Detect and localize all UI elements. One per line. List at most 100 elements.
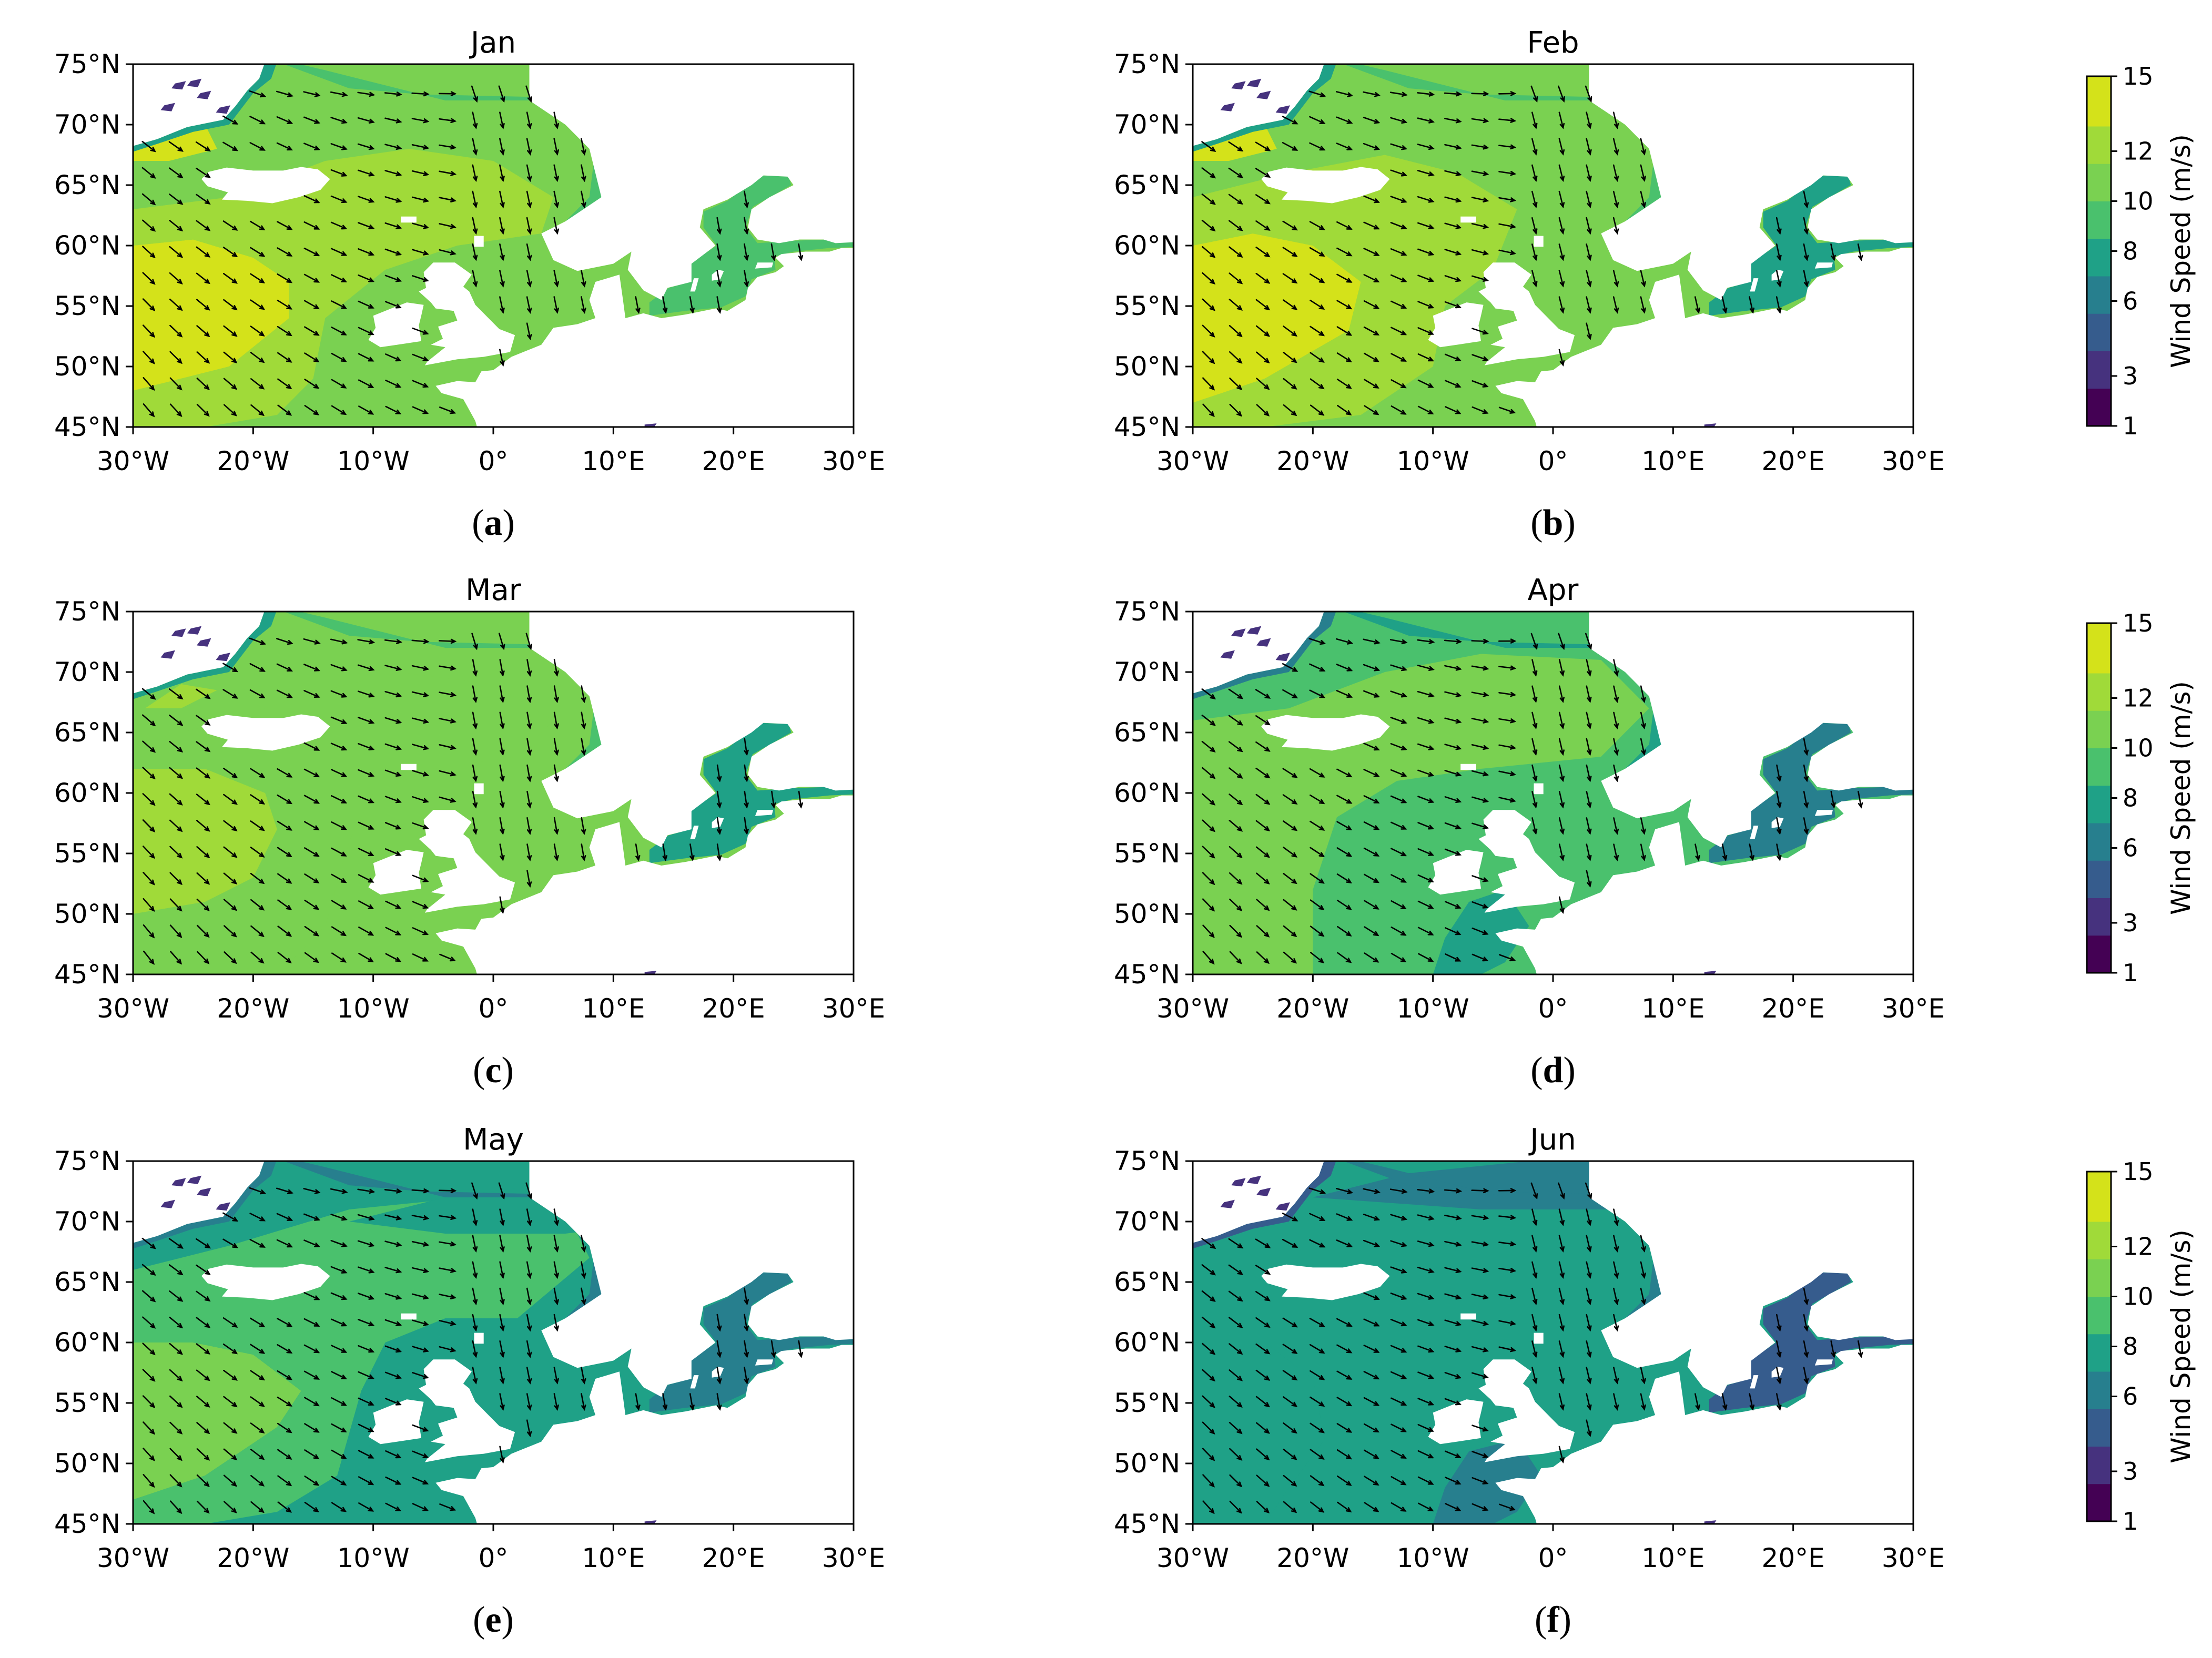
wind-arrow	[1229, 272, 1243, 284]
wind-arrow	[770, 790, 776, 809]
wind-arrow	[526, 243, 532, 261]
wind-arrow	[250, 1370, 266, 1381]
wind-arrow	[499, 1367, 505, 1385]
wind-arrow	[384, 1345, 402, 1353]
land-mass	[1460, 1313, 1476, 1320]
wind-arrow	[412, 901, 429, 909]
wind-arrow	[553, 738, 559, 756]
y-tick-label: 50°N	[1114, 351, 1180, 382]
wind-arrow	[142, 846, 156, 859]
wind-arrow	[143, 1448, 155, 1461]
wind-arrow	[277, 326, 292, 337]
wind-arrow	[412, 1450, 429, 1458]
panel-a: Jan 30°W 20°W 10°W 0° 10°E 20°E 30°E 45°N 50°N 55°…	[54, 26, 885, 543]
wind-arrow	[330, 143, 348, 150]
wind-arrow	[1776, 790, 1782, 809]
wind-arrow	[1640, 270, 1646, 288]
wind-arrow	[1309, 1239, 1326, 1248]
wind-arrow	[195, 141, 211, 152]
wind-arrow	[1391, 379, 1407, 389]
land-mass	[1534, 783, 1544, 795]
wind-arrow	[526, 843, 532, 861]
wind-arrow	[1390, 248, 1407, 256]
wind-arrow	[303, 1188, 321, 1194]
wind-arrow	[250, 768, 266, 778]
wind-arrow	[169, 872, 182, 886]
wind-arrow	[1498, 406, 1516, 414]
wind-arrow	[250, 352, 265, 363]
colorbar-tick-label: 10	[2123, 187, 2154, 216]
wind-arrow	[553, 296, 559, 314]
wind-arrow	[142, 767, 156, 780]
wind-arrow	[1472, 406, 1489, 414]
wind-arrow	[1391, 1502, 1407, 1512]
colorbar-tick-label: 10	[2123, 1283, 2154, 1311]
land-mass	[1750, 826, 1759, 839]
wind-arrow	[1417, 1214, 1435, 1220]
wind-arrow	[384, 639, 402, 644]
wind-arrow	[526, 685, 532, 704]
wind-arrow	[439, 406, 456, 414]
wind-arrow	[1586, 870, 1592, 888]
wind-arrow	[169, 793, 183, 806]
wind-arrow	[1336, 873, 1352, 883]
wind-arrow	[330, 221, 348, 230]
wind-arrow	[223, 404, 237, 416]
wind-arrow	[1558, 1261, 1565, 1279]
contour-zone	[133, 1161, 277, 1249]
wind-arrow	[1417, 717, 1435, 724]
wind-arrow	[223, 325, 238, 337]
wind-arrow	[1558, 896, 1565, 914]
wind-arrow	[1391, 848, 1407, 857]
land-mass	[1589, 64, 1913, 300]
wind-arrow	[250, 794, 266, 805]
wind-arrow	[1229, 1396, 1243, 1408]
wind-arrow	[1308, 1187, 1326, 1195]
map-area	[133, 1161, 854, 1524]
wind-arrow	[1282, 768, 1298, 778]
wind-arrow	[1390, 1345, 1407, 1353]
wind-arrow	[1586, 764, 1592, 782]
wind-arrow	[526, 790, 532, 809]
wind-arrow	[1336, 326, 1353, 336]
wind-arrow	[330, 690, 348, 698]
wind-arrow	[1498, 223, 1517, 229]
wind-arrow	[1363, 1345, 1380, 1353]
wind-arrow	[1775, 270, 1782, 288]
colorbar-segment	[2087, 1172, 2111, 1222]
y-tick-label: 70°N	[54, 1206, 120, 1237]
wind-arrow	[1530, 85, 1538, 103]
y-tick-label: 60°N	[54, 230, 120, 261]
wind-arrow	[222, 247, 238, 258]
wind-arrow	[1309, 221, 1325, 230]
wind-arrow	[1335, 638, 1354, 645]
wind-arrow	[1471, 1188, 1489, 1194]
map-area	[133, 612, 854, 974]
wind-arrow	[1558, 685, 1565, 703]
wind-arrow	[357, 1188, 376, 1194]
wind-arrow	[249, 1239, 266, 1248]
wind-arrow	[1417, 1424, 1434, 1432]
wind-arrow	[1498, 1215, 1517, 1220]
wind-arrow	[471, 1182, 478, 1200]
wind-arrow	[330, 1214, 348, 1221]
wind-arrow	[222, 767, 238, 779]
wind-arrow	[1471, 223, 1489, 229]
wind-arrow	[581, 1393, 586, 1411]
wind-arrow	[1530, 633, 1538, 650]
colorbar-segment	[2087, 1296, 2111, 1335]
wind-arrow	[1417, 405, 1434, 414]
wind-arrow	[1558, 164, 1565, 182]
wind-arrow	[1202, 298, 1215, 311]
wind-arrow	[330, 1345, 348, 1353]
wind-arrow	[1309, 142, 1326, 151]
wind-arrow	[1229, 924, 1243, 938]
wind-arrow	[358, 1293, 375, 1300]
x-tick-label: 20°W	[217, 993, 289, 1024]
wind-arrow	[1471, 638, 1489, 644]
wind-arrow	[170, 951, 182, 965]
wind-arrow	[1337, 404, 1352, 415]
wind-arrow	[1472, 275, 1489, 282]
land-mass	[1460, 764, 1476, 770]
land-mass	[1495, 248, 1913, 427]
